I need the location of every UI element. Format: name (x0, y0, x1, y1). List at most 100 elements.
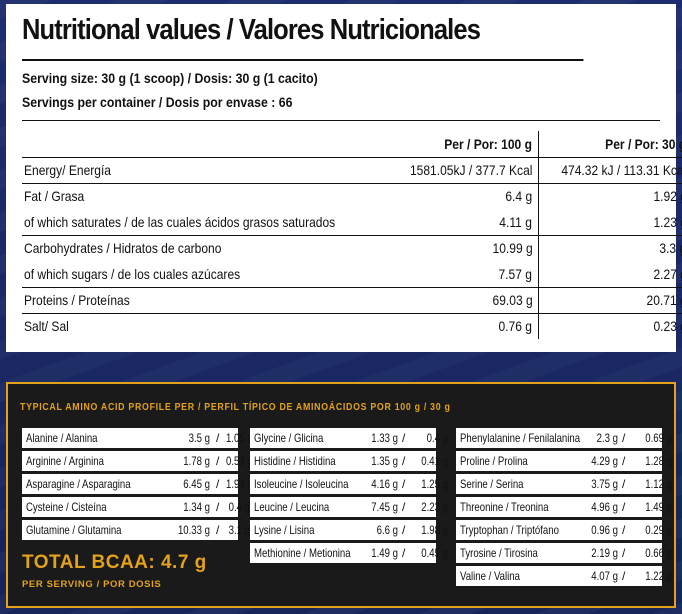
nutrient-label: of which saturates / de las cuales ácido… (24, 213, 336, 230)
serving-info: Serving size: 30 g (1 scoop) / Dosis: 30… (22, 61, 660, 121)
nutrition-header-row: Per / Por: 100 g Per / Por: 30 g (22, 131, 682, 158)
nutrient-value-100g: 1581.05kJ / 377.7 Kcal (409, 162, 533, 178)
amino-value-30g: 1.28 g (645, 454, 672, 468)
amino-value-100g: 2.3 g (596, 431, 618, 445)
amino-value-100g: 3.5 g (188, 431, 210, 445)
nutrient-value-100g: 69.03 g (492, 292, 533, 308)
nutrition-table: Per / Por: 100 g Per / Por: 30 g Energy/… (22, 131, 682, 339)
amino-row: Isoleucine / Isoleucina 4.16 g / 1.25 g (250, 474, 448, 494)
amino-column-1: Alanine / Alanina 3.5 g / 1.05 g Arginine / … (22, 428, 253, 543)
amino-separator: / (402, 454, 406, 468)
amino-name: Phenylalanine / Fenilalanina (460, 431, 581, 445)
amino-separator: / (402, 523, 406, 537)
amino-value-30g: 0.53 g (226, 454, 253, 468)
amino-value-100g: 10.33 g (177, 523, 210, 537)
amino-name: Arginine / Arginina (26, 454, 104, 468)
amino-value-30g: 1.22 g (645, 569, 672, 583)
amino-name: Valine / Valina (460, 569, 520, 583)
nutrient-value-30g: 474.32 kJ / 113.31 Kcal (561, 162, 682, 178)
amino-row: Tryptophan / Triptófano 0.96 g / 0.29 g (456, 520, 672, 540)
nutrient-label: of which sugars / de los cuales azúcares (24, 265, 241, 282)
amino-separator: / (216, 431, 220, 445)
nutrient-value-30g: 3.3 g (659, 240, 682, 257)
nutrient-label: Salt/ Sal (24, 318, 69, 335)
nutrition-row: Proteins / Proteínas 69.03 g 20.71 g (22, 287, 682, 314)
amino-name: Histidine / Histidina (254, 454, 336, 468)
servings-per-container: Servings per container / Dosis por envas… (22, 94, 293, 110)
amino-name: Serine / Serina (460, 477, 524, 491)
nutrient-value-100g: 7.57 g (498, 265, 533, 282)
amino-value-100g: 1.78 g (183, 454, 210, 468)
nutrition-row: of which sugars / de los cuales azúcares… (22, 261, 682, 288)
amino-separator: / (402, 546, 406, 560)
nutrition-row: Energy/ Energía 1581.05kJ / 377.7 Kcal 4… (22, 157, 682, 184)
nutrition-row: Fat / Grasa 6.4 g 1.92 g (22, 183, 682, 209)
amino-name: Methionine / Metionina (254, 546, 351, 560)
amino-value-100g: 1.33 g (371, 431, 398, 445)
amino-row: Lysine / Lisina 6.6 g / 1.98 g (250, 520, 448, 540)
nutrient-label: Proteins / Proteínas (24, 292, 130, 308)
nutrient-value-100g: 10.99 g (492, 240, 533, 257)
amino-separator: / (216, 477, 220, 491)
total-bcaa: TOTAL BCAA: 4.7 g (22, 552, 207, 573)
amino-name: Leucine / Leucina (254, 500, 330, 514)
amino-separator: / (216, 500, 220, 514)
serving-size: Serving size: 30 g (1 scoop) / Dosis: 30… (22, 70, 318, 86)
amino-separator: / (402, 500, 406, 514)
amino-separator: / (622, 477, 626, 491)
nutrient-value-30g: 20.71 g (646, 292, 682, 308)
amino-value-30g: 0.4 g (426, 431, 448, 445)
amino-value-30g: 2.23 g (421, 500, 448, 514)
amino-row: Histidine / Histidina 1.35 g / 0.41 g (250, 451, 448, 471)
amino-separator: / (402, 477, 406, 491)
nutrient-value-30g: 1.23 g (653, 213, 682, 230)
amino-value-100g: 4.29 g (591, 454, 618, 468)
amino-value-30g: 3.1 g (228, 523, 250, 537)
amino-name: Isoleucine / Isoleucina (254, 477, 349, 491)
amino-row: Proline / Prolina 4.29 g / 1.28 g (456, 451, 672, 471)
amino-row: Alanine / Alanina 3.5 g / 1.05 g (22, 428, 253, 448)
amino-row: Cysteine / Cisteína 1.34 g / 0.4 g (22, 497, 250, 517)
col-header-100g: Per / Por: 100 g (444, 135, 533, 152)
amino-value-30g: 1.49 g (645, 500, 672, 514)
nutrition-row: Salt/ Sal 0.76 g 0.23 g (22, 313, 682, 339)
amino-value-30g: 0.69 g (645, 431, 672, 445)
amino-value-100g: 6.6 g (376, 523, 398, 537)
amino-value-30g: 1.12 g (645, 477, 672, 491)
amino-name: Cysteine / Cisteína (26, 500, 107, 514)
amino-value-100g: 7.45 g (371, 500, 398, 514)
nutrient-label: Carbohydrates / Hidratos de carbono (24, 240, 222, 257)
amino-row: Phenylalanine / Fenilalanina 2.3 g / 0.69 g (456, 428, 672, 448)
amino-value-30g: 1.94 g (226, 477, 253, 491)
amino-name: Lysine / Lisina (254, 523, 315, 537)
amino-value-100g: 4.07 g (591, 569, 618, 583)
amino-title: TYPICAL AMINO ACID PROFILE PER / PERFIL … (20, 402, 451, 413)
amino-value-100g: 2.19 g (591, 546, 618, 560)
amino-row: Threonine / Treonina 4.96 g / 1.49 g (456, 497, 672, 517)
nutrition-row: Carbohydrates / Hidratos de carbono 10.9… (22, 235, 682, 261)
amino-value-100g: 3.75 g (591, 477, 618, 491)
amino-value-30g: 0.45 g (421, 546, 448, 560)
amino-value-30g: 0.66 g (645, 546, 672, 560)
amino-row: Glutamine / Glutamina 10.33 g / 3.1 g (22, 520, 250, 540)
amino-separator: / (622, 500, 626, 514)
amino-value-100g: 4.16 g (371, 477, 398, 491)
amino-value-100g: 6.45 g (183, 477, 210, 491)
amino-value-100g: 1.34 g (183, 500, 210, 514)
amino-row: Serine / Serina 3.75 g / 1.12 g (456, 474, 672, 494)
col-header-30g: Per / Por: 30 g (605, 135, 682, 152)
nutrient-value-30g: 2.27 g (653, 265, 682, 282)
amino-separator: / (216, 523, 220, 537)
nutrient-label: Fat / Grasa (24, 188, 85, 205)
amino-acid-panel: TYPICAL AMINO ACID PROFILE PER / PERFIL … (6, 382, 676, 608)
amino-value-30g: 1.25 g (421, 477, 448, 491)
amino-row: Methionine / Metionina 1.49 g / 0.45 g (250, 543, 448, 563)
amino-row: Glycine / Glicina 1.33 g / 0.4 g (250, 428, 448, 448)
amino-value-30g: 1.05 g (226, 431, 253, 445)
amino-row: Arginine / Arginina 1.78 g / 0.53 g (22, 451, 253, 471)
amino-name: Tryptophan / Triptófano (460, 523, 559, 537)
nutrition-panel: Nutritional values / Valores Nutricional… (6, 4, 682, 352)
nutrition-row: of which saturates / de las cuales ácido… (22, 209, 682, 236)
amino-value-100g: 0.96 g (591, 523, 618, 537)
amino-separator: / (622, 569, 626, 583)
